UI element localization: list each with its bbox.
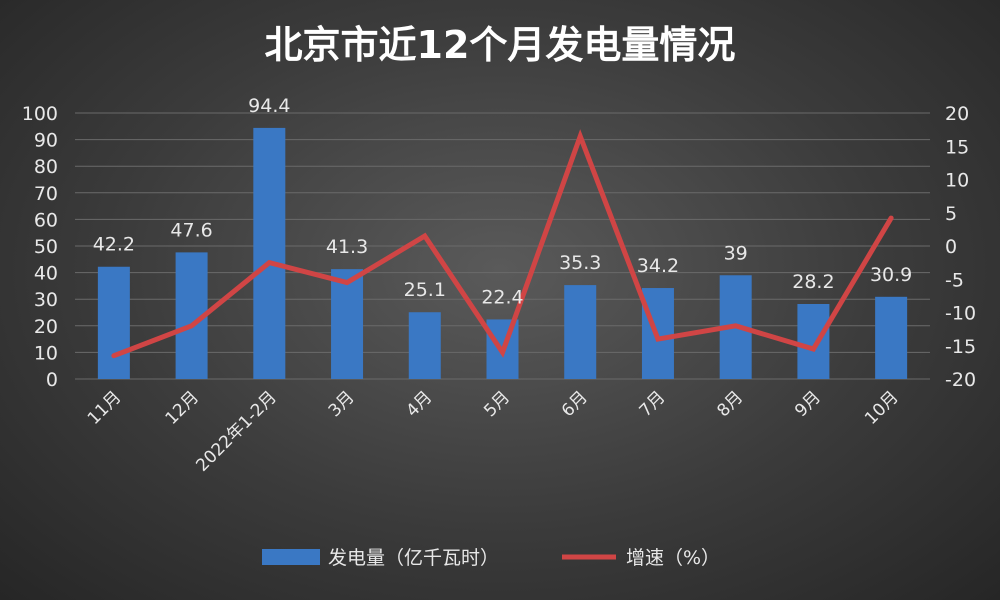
bar-data-label: 39 bbox=[724, 242, 748, 264]
bar-data-label: 22.4 bbox=[481, 286, 523, 308]
legend-line-label: 增速（%） bbox=[626, 547, 720, 569]
y-right-tick-label: 0 bbox=[945, 236, 957, 258]
bar-data-label: 41.3 bbox=[326, 236, 368, 258]
bar bbox=[253, 127, 286, 379]
bar-data-label: 34.2 bbox=[637, 255, 679, 277]
y-left-tick-label: 0 bbox=[46, 369, 58, 391]
legend-bar-label: 发电量（亿千瓦时） bbox=[328, 547, 499, 569]
x-tick-label: 10月 bbox=[861, 387, 902, 428]
bar-data-label: 30.9 bbox=[870, 264, 912, 286]
bar-data-label: 28.2 bbox=[792, 271, 834, 293]
growth-line bbox=[111, 129, 894, 359]
y-left-tick-label: 80 bbox=[34, 156, 58, 178]
bar-data-label: 25.1 bbox=[404, 279, 446, 301]
y-left-tick-label: 20 bbox=[34, 316, 58, 338]
bar-data-label: 35.3 bbox=[559, 252, 601, 274]
bar-data-label: 94.4 bbox=[248, 95, 290, 117]
x-tick-label: 12月 bbox=[162, 387, 203, 428]
legend-bar-swatch bbox=[262, 549, 320, 565]
chart-title: 北京市近12个月发电量情况 bbox=[265, 23, 736, 67]
bar bbox=[97, 266, 130, 379]
x-tick-label: 8月 bbox=[713, 387, 747, 421]
bar bbox=[331, 269, 364, 379]
x-tick-label: 7月 bbox=[636, 387, 670, 421]
grid-layer bbox=[75, 112, 930, 380]
y-left-tick-label: 50 bbox=[34, 236, 58, 258]
y-left-tick-label: 30 bbox=[34, 289, 58, 311]
bar bbox=[564, 285, 597, 379]
legend: 发电量（亿千瓦时） 增速（%） bbox=[262, 547, 720, 569]
x-tick-label: 9月 bbox=[791, 387, 825, 421]
y-left-tick-label: 60 bbox=[34, 209, 58, 231]
y-left-tick-label: 100 bbox=[22, 103, 58, 125]
bar bbox=[875, 296, 908, 379]
x-tick-label: 2022年1-2月 bbox=[192, 387, 280, 475]
y-right-tick-label: 15 bbox=[945, 136, 969, 158]
y-right-tick-label: -10 bbox=[945, 303, 976, 325]
x-tick-label: 11月 bbox=[84, 387, 125, 428]
bar bbox=[797, 303, 830, 379]
bar bbox=[408, 312, 441, 379]
x-tick-label: 3月 bbox=[325, 387, 359, 421]
x-tick-label: 4月 bbox=[402, 387, 436, 421]
y-right-tick-label: -20 bbox=[945, 369, 976, 391]
bar-data-label: 42.2 bbox=[93, 234, 135, 256]
y-right-tick-label: -5 bbox=[945, 269, 964, 291]
y-left-tick-label: 10 bbox=[34, 342, 58, 364]
y-right-tick-label: 5 bbox=[945, 203, 957, 225]
line-layer bbox=[111, 129, 894, 359]
bar-data-label: 47.6 bbox=[170, 219, 212, 241]
y-right-tick-label: 20 bbox=[945, 103, 969, 125]
bars-layer bbox=[97, 127, 908, 379]
y-left-tick-label: 90 bbox=[34, 130, 58, 152]
x-tick-label: 6月 bbox=[558, 387, 592, 421]
y-right-tick-label: -15 bbox=[945, 336, 976, 358]
y-right-tick-label: 10 bbox=[945, 170, 969, 192]
y-left-tick-label: 40 bbox=[34, 263, 58, 285]
x-tick-label: 5月 bbox=[480, 387, 514, 421]
labels-layer: 42.2 47.6 94.4 41.3 25.1 22.4 35.3 34.2 39 28.2 30… bbox=[93, 95, 913, 309]
y-left-tick-label: 70 bbox=[34, 183, 58, 205]
